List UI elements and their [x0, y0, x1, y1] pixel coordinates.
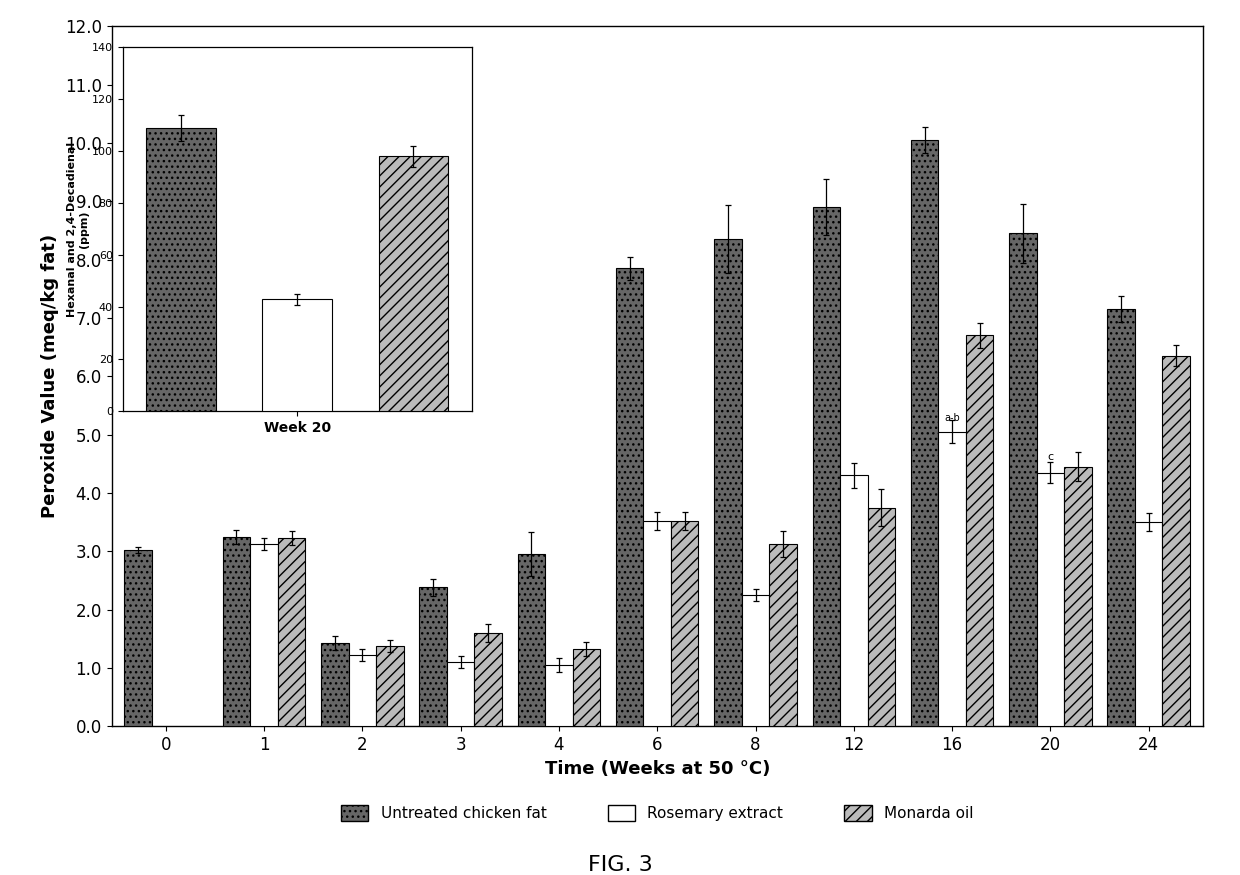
Bar	[278, 538, 305, 726]
Bar	[1037, 473, 1064, 726]
Bar	[419, 587, 446, 726]
Bar	[911, 140, 939, 726]
Legend: Untreated chicken fat, Rosemary extract, Monarda oil: Untreated chicken fat, Rosemary extract,…	[335, 799, 980, 827]
Bar	[1009, 234, 1037, 726]
Bar	[348, 655, 376, 726]
Bar	[124, 550, 153, 726]
Bar	[546, 665, 573, 726]
Bar	[573, 649, 600, 726]
Bar	[1107, 309, 1135, 726]
Bar	[966, 335, 993, 726]
Text: a-b: a-b	[944, 413, 960, 423]
Bar	[616, 269, 644, 726]
Bar	[644, 521, 671, 726]
Bar	[517, 554, 546, 726]
Bar	[475, 633, 502, 726]
Bar	[839, 475, 868, 726]
Bar	[1064, 466, 1091, 726]
Text: c: c	[1048, 452, 1054, 462]
Bar	[321, 643, 348, 726]
Bar	[671, 521, 698, 726]
Text: FIG. 3: FIG. 3	[588, 855, 652, 875]
Bar	[714, 239, 742, 726]
Bar	[939, 431, 966, 726]
Bar	[1162, 356, 1190, 726]
Bar	[812, 207, 839, 726]
Bar	[868, 507, 895, 726]
Bar	[742, 595, 769, 726]
Bar	[1135, 522, 1162, 726]
Bar	[769, 544, 797, 726]
Bar	[376, 646, 403, 726]
Bar	[223, 536, 250, 726]
X-axis label: Time (Weeks at 50 °C): Time (Weeks at 50 °C)	[544, 760, 770, 778]
Bar	[250, 544, 278, 726]
Y-axis label: Peroxide Value (meq/kg fat): Peroxide Value (meq/kg fat)	[41, 234, 60, 518]
Bar	[446, 662, 475, 726]
